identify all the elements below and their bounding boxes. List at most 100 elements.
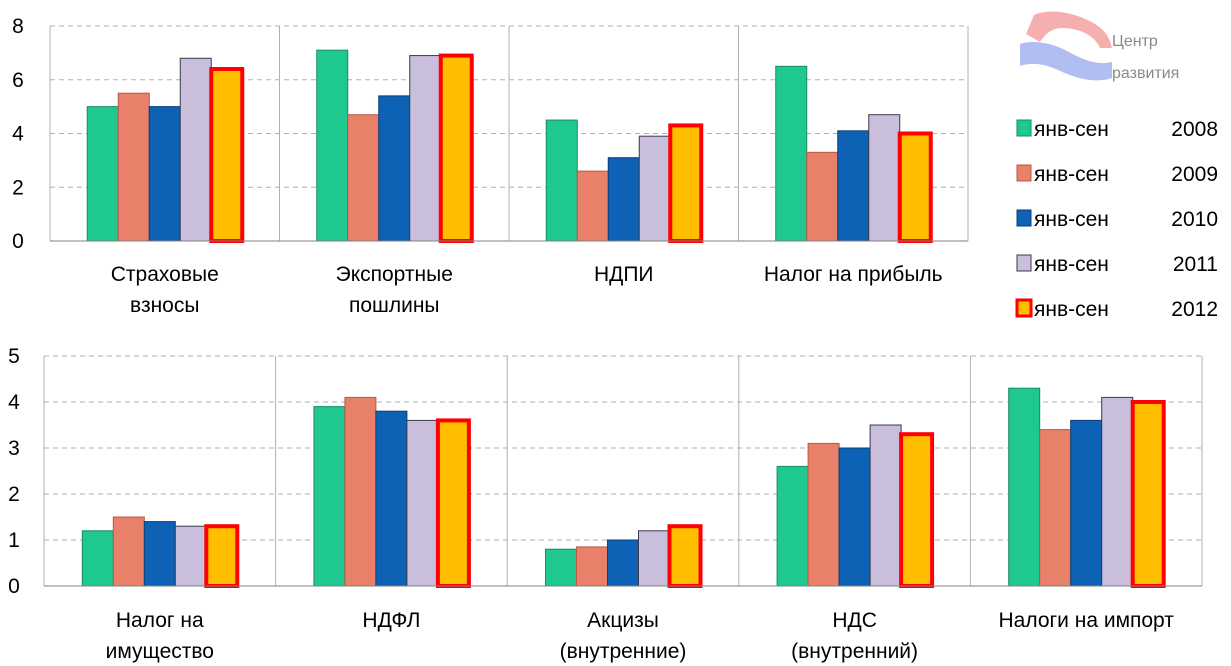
- bar-2008: [313, 406, 346, 587]
- bar-2008: [86, 106, 119, 242]
- y-tick-label: 0: [12, 230, 24, 253]
- bar-2008: [81, 530, 114, 587]
- y-tick-label: 2: [8, 483, 20, 506]
- bar-2008: [776, 465, 809, 587]
- category-label: Акцизы: [587, 609, 659, 632]
- bar-2011: [409, 55, 442, 242]
- bar-2012: [435, 418, 471, 588]
- legend-swatch-2012: [1015, 298, 1033, 318]
- bar-2011: [638, 530, 670, 587]
- category-label: пошлины: [349, 294, 440, 317]
- bar-2011: [179, 57, 212, 242]
- y-tick-label: 5: [8, 345, 20, 368]
- bar-2011: [406, 419, 439, 587]
- category-labels-top: Страховые взносы Экспортные пошлины НДПИ Нало…: [111, 263, 943, 317]
- logo-arc-blue-icon: [1020, 42, 1112, 81]
- category-labels-bottom: Налог на имущество НДФЛ Акцизы (внутренние) Н…: [106, 609, 1175, 663]
- y-tick-label: 2: [12, 176, 24, 199]
- bar-2009: [806, 151, 839, 242]
- legend-label: янв-сен: [1034, 163, 1109, 186]
- bars-bottom: [81, 387, 1166, 589]
- legend: янв-сен 2008 янв-сен 2009 янв-сен 2010 янв-сен…: [1015, 118, 1218, 321]
- logo-line1: Центр: [1112, 33, 1158, 50]
- bar-2009: [347, 114, 380, 242]
- category-label: Налог на: [116, 609, 204, 632]
- legend-year: 2012: [1171, 298, 1218, 321]
- y-tick-label: 4: [12, 123, 24, 146]
- y-tick-label: 1: [8, 529, 20, 552]
- legend-swatch-2009: [1016, 164, 1032, 182]
- legend-swatch-2008: [1016, 119, 1032, 137]
- category-label: НДФЛ: [362, 609, 420, 632]
- bar-2010: [837, 130, 870, 242]
- legend-swatch-2011: [1016, 254, 1032, 272]
- bar-2008: [545, 119, 578, 242]
- bar-2009: [576, 170, 609, 242]
- category-label: НДС: [832, 609, 877, 632]
- bar-2011: [869, 424, 902, 587]
- category-label: Налог на прибыль: [764, 263, 943, 286]
- category-label: Налоги на импорт: [998, 609, 1174, 632]
- bar-2010: [607, 157, 640, 242]
- y-tick-label: 8: [12, 15, 24, 38]
- legend-label: янв-сен: [1034, 298, 1109, 321]
- category-label: Экспортные: [336, 263, 453, 286]
- chart-top: 0 2 4 6 8 Страховые взносы Экспортные пошлины НД…: [12, 15, 969, 317]
- legend-year: 2008: [1171, 118, 1218, 141]
- bar-2012: [668, 123, 704, 243]
- logo: Центр развития: [1020, 11, 1179, 82]
- category-label: НДПИ: [594, 263, 654, 286]
- bars-top: [86, 49, 933, 243]
- category-dividers-bottom: [43, 356, 1203, 586]
- legend-label: янв-сен: [1034, 253, 1109, 276]
- legend-year: 2010: [1171, 208, 1218, 231]
- bar-2011: [174, 525, 207, 587]
- legend-year: 2009: [1171, 163, 1218, 186]
- y-tick-labels-bottom: 0 1 2 3 4 5: [8, 345, 20, 598]
- category-label: имущество: [106, 640, 214, 663]
- bar-2012: [897, 131, 933, 243]
- bar-2012: [204, 524, 240, 589]
- bar-2012: [209, 67, 245, 243]
- bar-2010: [607, 539, 639, 587]
- legend-label: янв-сен: [1034, 208, 1109, 231]
- category-dividers-top: [49, 26, 969, 241]
- bar-2009: [807, 442, 840, 587]
- bar-2008: [316, 49, 349, 242]
- legend-swatch-2010: [1016, 209, 1032, 227]
- chart-bottom: 0 1 2 3 4 5 Налог на имущество НДФЛ Акцизы (внутр…: [8, 345, 1203, 663]
- bar-2009: [112, 516, 145, 587]
- bar-2009: [576, 546, 608, 587]
- y-tick-labels-top: 0 2 4 6 8: [12, 15, 24, 253]
- legend-label: янв-сен: [1034, 118, 1109, 141]
- bar-2011: [638, 135, 671, 242]
- bar-2008: [1008, 387, 1041, 587]
- bar-2010: [1070, 419, 1103, 587]
- category-label: (внутренний): [791, 640, 918, 663]
- category-label: Страховые: [111, 263, 219, 286]
- bar-2011: [868, 114, 901, 242]
- bar-2009: [1039, 429, 1072, 587]
- y-tick-label: 3: [8, 437, 20, 460]
- bar-2010: [148, 106, 181, 242]
- y-tick-label: 6: [12, 69, 24, 92]
- bar-2009: [344, 396, 377, 587]
- bar-2008: [775, 65, 808, 242]
- y-tick-label: 0: [8, 575, 20, 598]
- bar-2012: [438, 53, 474, 243]
- y-tick-label: 4: [8, 391, 20, 414]
- logo-arc-red-icon: [1026, 11, 1112, 48]
- bar-2012: [899, 432, 935, 589]
- legend-year: 2011: [1173, 253, 1218, 276]
- logo-line2: развития: [1112, 65, 1179, 82]
- category-label: взносы: [130, 294, 199, 317]
- bar-2012: [667, 524, 703, 589]
- bar-2008: [545, 548, 577, 587]
- bar-2011: [1101, 396, 1134, 587]
- bar-2012: [1130, 400, 1166, 588]
- bar-2010: [143, 521, 176, 587]
- bar-2010: [375, 410, 408, 587]
- bar-2010: [378, 95, 411, 242]
- bar-2009: [117, 92, 150, 242]
